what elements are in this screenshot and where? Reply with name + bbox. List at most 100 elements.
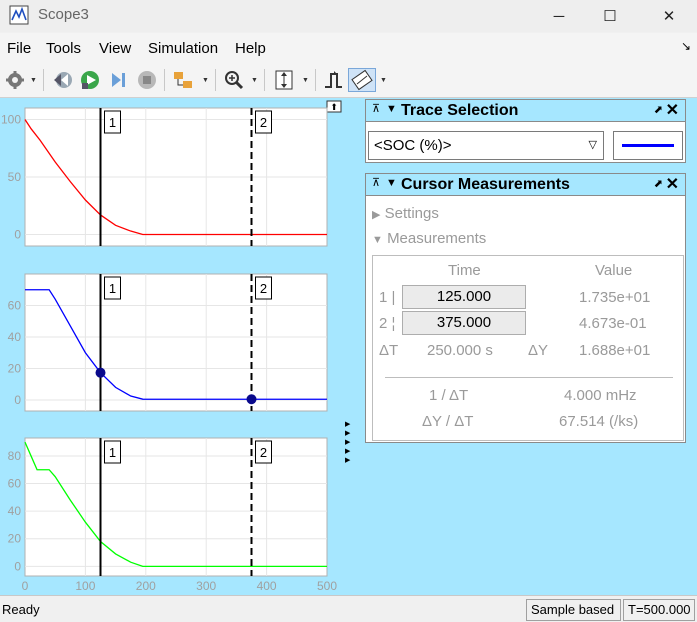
trace-selection-title: Trace Selection	[401, 102, 519, 119]
settings-dropdown-icon[interactable]: ▼	[30, 77, 37, 84]
close-window-button[interactable]: ✕	[662, 8, 676, 25]
y-tick-label: 80	[8, 449, 22, 463]
scope-app-icon	[9, 5, 29, 25]
y-tick-label: 0	[14, 228, 21, 242]
run-icon[interactable]	[78, 68, 102, 92]
step-back-icon[interactable]	[51, 68, 75, 92]
y-tick-label: 40	[8, 504, 22, 518]
undock-icon[interactable]: ⬈	[653, 178, 663, 190]
cursor2-label: 2 ¦	[379, 315, 396, 332]
toolbar-separator	[43, 69, 44, 91]
cursor-2-label-box[interactable]	[255, 110, 272, 134]
y-tick-label: 20	[8, 532, 22, 546]
zoom-dropdown-icon[interactable]: ▼	[251, 77, 258, 84]
cursor-1-label: 1	[109, 115, 116, 130]
menu-overflow-arrow-icon[interactable]: ↘	[680, 39, 691, 53]
menu-simulation[interactable]: Simulation	[148, 40, 219, 57]
settings-section-toggle[interactable]: ▶ Settings	[372, 205, 439, 222]
inv-delta-t-label: 1 / ΔT	[429, 387, 469, 404]
cursor1-time-field[interactable]: 125.000	[402, 285, 526, 309]
measurements-box: Time Value 1 | 125.000 1.735e+01 2 ¦ 375…	[372, 255, 684, 441]
window-title: Scope3	[38, 6, 89, 23]
menu-view[interactable]: View	[99, 40, 132, 57]
y-tick-label: 20	[8, 361, 22, 375]
trace-select-dropdown[interactable]: <SOC (%)> ▽	[368, 131, 604, 160]
arrow-icon: ▶	[345, 430, 351, 437]
triggers-icon[interactable]	[321, 68, 345, 92]
menu-bar: File Tools View Simulation Help ↘	[0, 33, 697, 63]
series-line	[24, 441, 327, 567]
y-tick-label: 100	[1, 113, 21, 127]
stop-icon[interactable]	[135, 68, 159, 92]
menu-tools[interactable]: Tools	[46, 40, 82, 57]
inv-delta-t-value: 4.000 mHz	[564, 387, 637, 404]
dock-button[interactable]	[326, 100, 342, 113]
menu-file[interactable]: File	[7, 40, 32, 57]
cursor-2-label-box[interactable]	[255, 276, 272, 300]
collapse-arrow-icon: ▼	[372, 234, 383, 246]
scope-plot-area: ⬆ 100 50 0 1 2 60 40 20 0 1 2 0 100 200 300 400 500 80 60 40…	[0, 98, 363, 595]
cursor-2-label: 2	[260, 281, 267, 296]
y-tick-label: 50	[8, 170, 22, 184]
cursor-measurements-header: ⊼ ▼ Cursor Measurements ⬈ ✕	[366, 174, 685, 196]
delta-y-value: 1.688e+01	[579, 342, 651, 359]
close-icon[interactable]: ✕	[665, 176, 679, 193]
close-icon[interactable]: ✕	[665, 102, 679, 119]
settings-icon[interactable]	[4, 68, 26, 92]
axes-background[interactable]	[24, 437, 328, 577]
cursor-1-label-box[interactable]	[104, 276, 121, 300]
side-panel-arrows[interactable]: ▶ ▶ ▶ ▶ ▶	[345, 420, 355, 465]
pin-icon[interactable]: ⊼	[372, 103, 381, 115]
cursor-1-label-box[interactable]	[104, 110, 121, 134]
step-forward-icon[interactable]	[107, 68, 131, 92]
x-tick-label: 400	[257, 579, 277, 593]
autoscale-icon[interactable]	[272, 68, 296, 92]
y-tick-label: 40	[8, 330, 22, 344]
x-tick-label: 300	[196, 579, 216, 593]
cursor-1-label-box[interactable]	[104, 440, 121, 464]
measurements-label: Measurements	[387, 230, 487, 247]
axes-background[interactable]	[24, 273, 328, 412]
highlight-simulink-block-icon[interactable]	[171, 68, 195, 92]
cursor2-time-field[interactable]: 375.000	[402, 311, 526, 335]
x-tick-label: 100	[75, 579, 95, 593]
autoscale-dropdown-icon[interactable]: ▼	[302, 77, 309, 84]
cursor1-value: 1.735e+01	[579, 289, 651, 306]
cursor-2-label: 2	[260, 445, 267, 460]
x-tick-label: 0	[22, 579, 29, 593]
y-tick-label: 0	[14, 393, 21, 407]
highlight-dropdown-icon[interactable]: ▼	[202, 77, 209, 84]
zoom-icon[interactable]	[222, 68, 246, 92]
line-color-swatch	[622, 144, 674, 147]
arrow-icon: ▶	[345, 448, 351, 455]
line-style-button[interactable]	[613, 131, 683, 160]
toolbar-separator	[264, 69, 265, 91]
cursor-marker	[95, 367, 106, 378]
arrow-icon: ▶	[345, 421, 351, 428]
dy-dt-label: ΔY / ΔT	[422, 413, 474, 430]
undock-icon[interactable]: ⬈	[653, 104, 663, 116]
status-ready-text: Ready	[2, 602, 40, 617]
cursor-measurements-icon[interactable]	[348, 68, 376, 92]
cursor2-value: 4.673e-01	[579, 315, 647, 332]
collapse-icon[interactable]: ▼	[386, 177, 397, 189]
collapse-icon[interactable]: ▼	[386, 103, 397, 115]
maximize-button[interactable]: ☐	[603, 8, 617, 25]
series-line	[24, 119, 327, 236]
chevron-down-icon: ▽	[588, 139, 597, 151]
title-bar: Scope3 ─ ☐ ✕	[0, 0, 697, 32]
y-tick-label: 60	[8, 298, 22, 312]
value-header: Value	[595, 262, 633, 279]
cursor1-label: 1 |	[379, 289, 396, 306]
pin-icon[interactable]: ⊼	[372, 177, 381, 189]
sample-mode-status: Sample based	[526, 599, 621, 621]
measurements-dropdown-icon[interactable]: ▼	[380, 77, 387, 84]
minimize-button[interactable]: ─	[553, 7, 565, 25]
cursor-2-label-box[interactable]	[255, 440, 272, 464]
measurements-section-toggle[interactable]: ▼ Measurements	[372, 230, 486, 247]
separator-line	[385, 377, 673, 378]
arrow-icon: ▶	[345, 457, 351, 464]
menu-help[interactable]: Help	[235, 40, 266, 57]
expand-arrow-icon: ▶	[372, 209, 381, 221]
